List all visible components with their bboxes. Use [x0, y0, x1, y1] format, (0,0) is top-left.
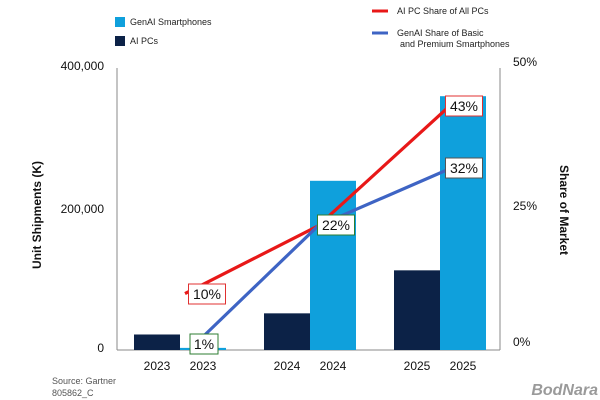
data-label-1-0: 1% [194, 336, 214, 352]
legend-label-genai-smartphones: GenAI Smartphones [130, 17, 212, 27]
data-label-0-2: 43% [450, 98, 478, 114]
data-label-box-0-2 [445, 95, 483, 117]
x-tick-label-3: 2024 [320, 359, 347, 373]
x-tick-label-2: 2024 [274, 359, 301, 373]
x-tick-label-5: 2025 [450, 359, 477, 373]
x-tick-label-4: 2025 [404, 359, 431, 373]
bars-group [134, 96, 486, 350]
data-label-box-0-0 [188, 283, 226, 305]
legend-label-ai-pc-share: AI PC Share of All PCs [397, 6, 489, 16]
bar-genai-smartphones-2024 [310, 180, 356, 350]
x-tick-label-0: 2023 [144, 359, 171, 373]
y2-tick-label-50: 50% [513, 55, 537, 69]
legend-swatch-genai-smartphones [115, 17, 125, 27]
y-tick-label-400000: 400,000 [61, 59, 105, 73]
legend-label-genai-share-line2: and Premium Smartphones [400, 39, 510, 49]
data-label-box-0-1 [317, 214, 355, 236]
legend: GenAI Smartphones AI PCs AI PC Share of … [115, 6, 510, 49]
data-labels-group: 10% 22% 43% 1% 32% [188, 95, 483, 355]
brand-watermark: BodNara [531, 382, 598, 399]
data-label-box-1-2 [445, 157, 483, 179]
y-tick-label-200000: 200,000 [61, 202, 105, 216]
legend-label-genai-share-line1: GenAI Share of Basic [397, 28, 484, 38]
legend-swatch-ai-pcs [115, 36, 125, 46]
x-tick-labels: 2023 2023 2024 2024 2025 2025 [144, 359, 477, 373]
bar-genai-smartphones-2025 [440, 96, 486, 350]
data-label-0-0: 10% [193, 286, 221, 302]
y2-axis-title: Share of Market [557, 165, 571, 255]
x-tick-label-1: 2023 [190, 359, 217, 373]
bar-ai-pcs-2023 [134, 334, 180, 350]
y-tick-label-0: 0 [97, 341, 104, 355]
data-label-box-1-0 [189, 333, 219, 355]
figure-code: 805862_C [52, 388, 94, 398]
data-label-0-1: 22% [322, 217, 350, 233]
bar-ai-pcs-2025 [394, 270, 440, 350]
y-axis-title: Unit Shipments (K) [30, 161, 44, 269]
bar-ai-pcs-2024 [264, 313, 310, 350]
y2-tick-label-25: 25% [513, 199, 537, 213]
data-label-1-2: 32% [450, 160, 478, 176]
y2-tick-label-0: 0% [513, 335, 531, 349]
source-note: Source: Gartner [52, 376, 116, 386]
legend-label-ai-pcs: AI PCs [130, 36, 159, 46]
